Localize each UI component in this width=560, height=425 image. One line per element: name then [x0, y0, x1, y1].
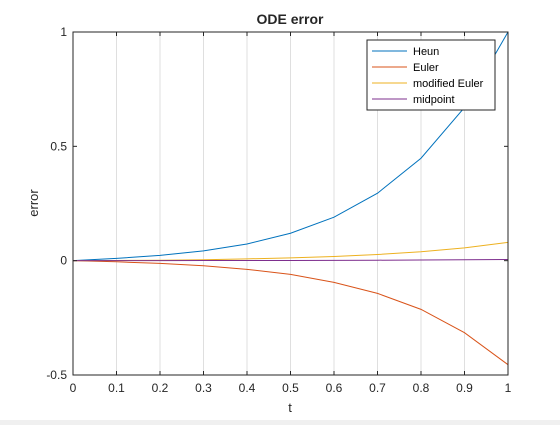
x-tick-label: 0.6 [326, 381, 343, 395]
x-tick-label: 1 [505, 381, 512, 395]
legend-items: Heun Euler modified Euler midpoint [372, 46, 484, 106]
legend-label-heun: Heun [413, 46, 439, 58]
x-tick-label: 0 [70, 381, 77, 395]
series-lines [72, 31, 509, 366]
legend-label-midpoint: midpoint [413, 94, 455, 106]
x-tick-label: 0.7 [369, 381, 386, 395]
axis-ticks: 0 0.1 0.2 0.3 0.4 0.5 0.6 0.7 0.8 0.9 1-0.500.51 [46, 25, 511, 395]
series-line-midpoint [73, 259, 509, 262]
x-tick-label: 0.3 [195, 381, 212, 395]
x-axis-label: t [288, 400, 292, 415]
legend: Heun Euler modified Euler midpoint [366, 39, 496, 111]
series-line-heun [72, 31, 509, 262]
x-tick-label: 0.2 [152, 381, 169, 395]
legend-label-modified-euler: modified Euler [413, 78, 484, 90]
x-tick-label: 0.5 [282, 381, 299, 395]
chart-title: ODE error [257, 11, 324, 27]
x-tick-label: 0.8 [413, 381, 430, 395]
y-axis-label: error [26, 189, 41, 217]
x-tick-label: 0.4 [239, 381, 256, 395]
x-tick-label: 0.1 [108, 381, 125, 395]
legend-box [366, 39, 496, 111]
y-tick-label: -0.5 [46, 368, 67, 382]
y-tick-label: 1 [60, 25, 67, 39]
x-tick-label: 0.9 [456, 381, 473, 395]
series-line-euler [72, 260, 509, 366]
y-tick-label: 0 [60, 254, 67, 268]
y-tick-label: 0.5 [50, 139, 67, 153]
legend-label-euler: Euler [413, 62, 439, 74]
